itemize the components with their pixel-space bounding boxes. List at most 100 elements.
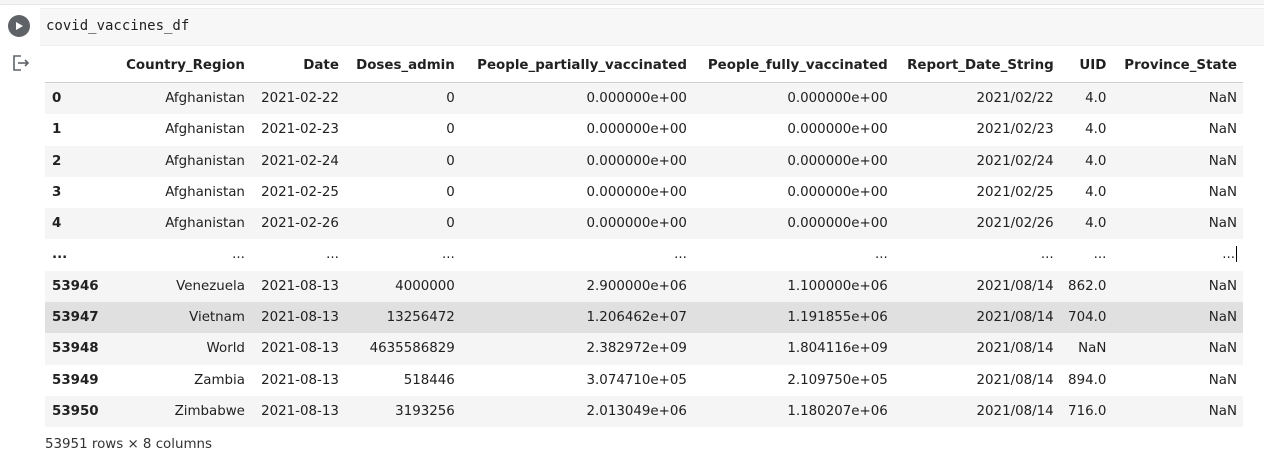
table-cell: World <box>114 333 251 364</box>
cell-value: 0.000000e+00 <box>787 122 888 138</box>
cell-value: NaN <box>1208 278 1237 294</box>
cell-value: NaN <box>1208 310 1237 326</box>
table-cell: 2.109750e+05 <box>693 365 894 396</box>
cell-value: 2021-08-13 <box>261 372 339 388</box>
table-cell: 1.804116e+09 <box>693 333 894 364</box>
cell-value: 2.382972e+09 <box>586 341 687 357</box>
table-cell: NaN <box>1112 365 1243 396</box>
cell-value: 2021-02-26 <box>261 216 339 232</box>
cell-value: NaN <box>1208 153 1237 169</box>
cell-value: 0.000000e+00 <box>787 216 888 232</box>
cell-value: 2021/08/14 <box>976 372 1054 388</box>
table-cell: NaN <box>1112 302 1243 333</box>
cell-value: 0.000000e+00 <box>586 216 687 232</box>
column-header: People_partially_vaccinated <box>460 50 693 83</box>
cell-value: Zimbabwe <box>174 403 245 419</box>
table-cell: NaN <box>1060 333 1113 364</box>
table-cell: 0.000000e+00 <box>461 177 693 208</box>
table-cell: 1.191855e+06 <box>693 302 894 333</box>
cell-value: 0 <box>446 122 455 138</box>
cell-value: 0.000000e+00 <box>586 91 687 106</box>
table-cell: 4.0 <box>1060 177 1113 208</box>
row-index: 2 <box>52 153 62 169</box>
code-editor[interactable]: covid_vaccines_df <box>40 8 1264 46</box>
table-cell: 1.100000e+06 <box>693 271 894 302</box>
table-cell: NaN <box>1112 396 1243 427</box>
table-cell: 0.000000e+00 <box>693 83 894 115</box>
cell-value: Afghanistan <box>165 216 245 232</box>
table-header-row: Country_Region Date Doses_admin People_part… <box>45 50 1243 83</box>
table-cell: 4.0 <box>1060 146 1113 177</box>
table-cell: NaN <box>1112 271 1243 302</box>
cell-value: Afghanistan <box>165 91 245 106</box>
table-cell: ... <box>461 239 693 270</box>
table-cell: 2021/02/25 <box>894 177 1060 208</box>
cell-value: 4.0 <box>1085 122 1107 138</box>
table-cell: NaN <box>1112 208 1243 239</box>
table-cell: NaN <box>1112 114 1243 145</box>
output-redirect-icon[interactable] <box>11 54 31 72</box>
cell-value: NaN <box>1208 372 1237 388</box>
table-row: 1 Afghanistan 2021-02-23 0 0.000000e+00 0.000… <box>45 114 1243 146</box>
table-cell: 0.000000e+00 <box>461 114 693 145</box>
cell-value: ... <box>1222 247 1235 263</box>
notebook-cell: covid_vaccines_df Country_Region Date Dose… <box>0 4 1264 468</box>
cell-value: NaN <box>1208 341 1237 357</box>
cell-value: 2021-08-13 <box>261 310 339 326</box>
table-cell: Afghanistan <box>114 114 251 145</box>
cell-value: 716.0 <box>1068 403 1107 419</box>
cell-value: 2021/02/23 <box>976 122 1054 138</box>
cell-value: 4.0 <box>1085 184 1107 200</box>
cell-value: 4.0 <box>1085 216 1107 232</box>
table-row: 53946 Venezuela 2021-08-13 4000000 2.900000e… <box>45 270 1243 303</box>
cell-value: 0 <box>446 91 455 106</box>
run-cell-button[interactable] <box>8 15 30 37</box>
cell-value: 3193256 <box>395 403 455 419</box>
table-cell: 1.180207e+06 <box>693 396 894 427</box>
cell-value: 1.804116e+09 <box>787 341 888 357</box>
cell-value: 3.074710e+05 <box>586 372 687 388</box>
cell-value: NaN <box>1208 216 1237 232</box>
text-cursor <box>1236 246 1237 263</box>
table-cell: 0.000000e+00 <box>461 146 693 177</box>
cell-value: Zambia <box>194 372 245 388</box>
table-row: ........................... <box>45 239 1243 271</box>
table-cell: 4.0 <box>1060 208 1113 239</box>
table-cell: 1.206462e+07 <box>461 302 693 333</box>
cell-value: 4000000 <box>395 278 455 294</box>
cell-value: 2.109750e+05 <box>787 372 888 388</box>
table-cell: 2.382972e+09 <box>461 333 693 364</box>
column-header: Doses_admin <box>344 50 461 83</box>
table-cell: Afghanistan <box>114 177 251 208</box>
table-cell: ... <box>894 239 1060 270</box>
dataframe-shape-label: 53951 rows × 8 columns <box>45 437 212 452</box>
cell-value: 0 <box>446 184 455 200</box>
table-cell: 2021-08-13 <box>251 302 345 333</box>
cell-value: Venezuela <box>176 278 245 294</box>
cell-value: 2021-02-25 <box>261 184 339 200</box>
row-index: 53949 <box>52 372 99 388</box>
cell-value: NaN <box>1208 91 1237 106</box>
table-cell: 2021-02-22 <box>251 83 345 115</box>
cell-value: ... <box>1040 247 1054 263</box>
row-index: 3 <box>52 184 62 200</box>
cell-value: 862.0 <box>1068 278 1107 294</box>
table-cell: 0.000000e+00 <box>693 146 894 177</box>
table-cell: 2.900000e+06 <box>461 271 693 302</box>
column-header: Report_Date_String <box>893 50 1060 83</box>
row-index: 53947 <box>52 310 99 326</box>
column-header: Country_Region <box>114 50 251 83</box>
table-row: 53950 Zimbabwe 2021-08-13 3193256 2.013049e+… <box>45 395 1243 428</box>
column-header: People_fully_vaccinated <box>692 50 894 83</box>
cell-value: 13256472 <box>386 310 455 326</box>
row-index: 1 <box>52 122 62 138</box>
table-row: 2 Afghanistan 2021-02-24 0 0.000000e+00 0.000… <box>45 145 1243 177</box>
cell-value: NaN <box>1208 184 1237 200</box>
cell-value: 4635586829 <box>369 341 455 357</box>
table-cell: 0.000000e+00 <box>693 177 894 208</box>
cell-value: 4.0 <box>1085 153 1107 169</box>
cell-value: 894.0 <box>1068 372 1107 388</box>
cell-value: 2.900000e+06 <box>586 278 687 294</box>
table-cell: Venezuela <box>114 271 251 302</box>
row-index: 53948 <box>52 341 99 357</box>
